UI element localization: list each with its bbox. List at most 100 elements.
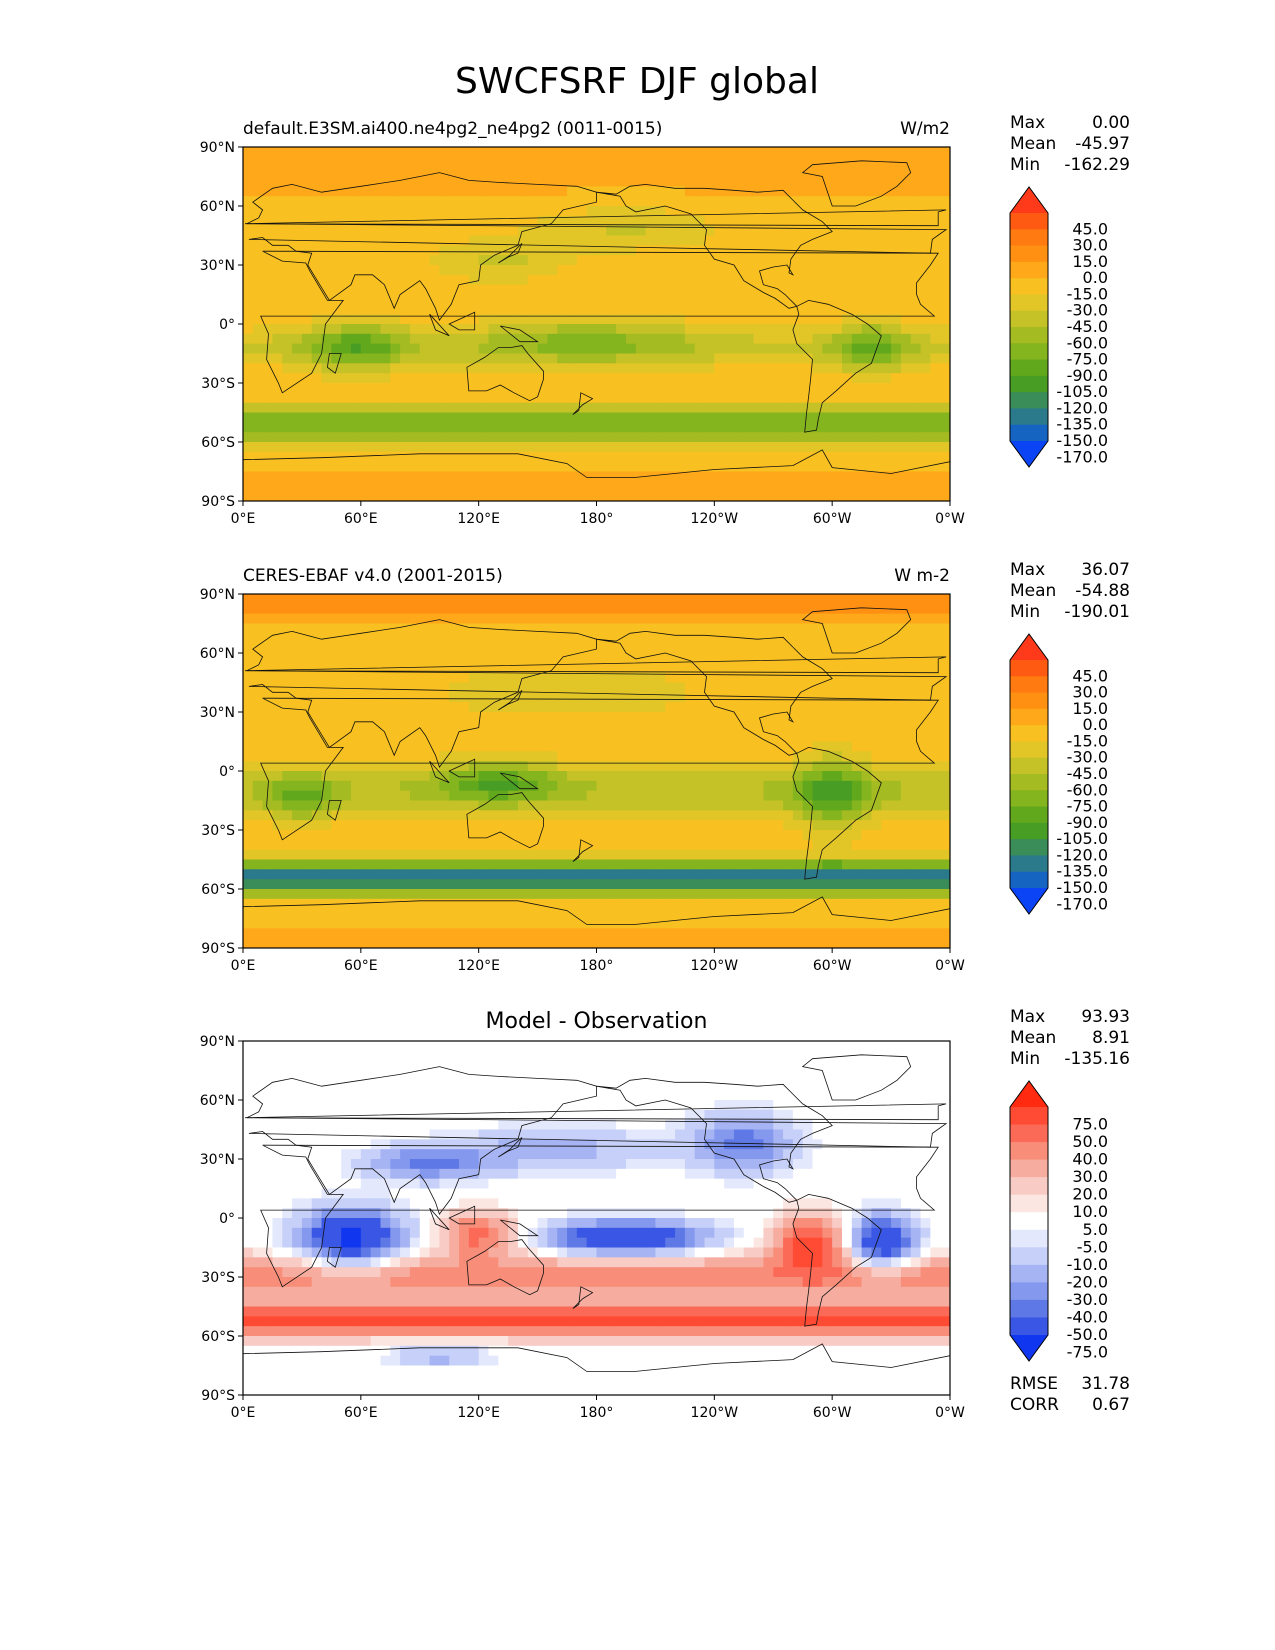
field-cell bbox=[773, 196, 784, 207]
field-cell bbox=[262, 265, 274, 276]
field-cell bbox=[675, 889, 686, 900]
field-cell bbox=[576, 672, 588, 684]
field-cell bbox=[910, 692, 922, 703]
field-cell bbox=[282, 206, 293, 217]
field-cell bbox=[468, 215, 480, 227]
field-cell bbox=[841, 491, 853, 501]
field-cell bbox=[351, 274, 362, 286]
field-cell bbox=[341, 215, 352, 227]
field-cell bbox=[321, 215, 332, 227]
field-cell bbox=[282, 235, 293, 246]
field-cell bbox=[527, 363, 539, 374]
field-cell bbox=[802, 594, 814, 605]
field-cell bbox=[311, 245, 323, 256]
field-cell bbox=[282, 461, 293, 473]
field-cell bbox=[488, 363, 499, 374]
field-cell bbox=[822, 672, 833, 684]
field-cell bbox=[773, 166, 784, 178]
field-cell bbox=[419, 333, 431, 345]
field-cell bbox=[351, 662, 362, 674]
field-cell bbox=[459, 771, 470, 782]
field-cell bbox=[606, 147, 617, 158]
field-cell bbox=[557, 682, 568, 693]
field-cell bbox=[321, 613, 332, 625]
field-cell bbox=[675, 166, 686, 178]
field-cell bbox=[390, 304, 401, 315]
field-cell bbox=[488, 274, 499, 286]
field-cell bbox=[851, 294, 863, 305]
field-cell bbox=[498, 265, 509, 276]
field-cell bbox=[400, 245, 411, 256]
field-cell bbox=[783, 810, 794, 821]
field-cell bbox=[449, 643, 460, 654]
field-cell bbox=[351, 471, 362, 482]
field-cell bbox=[459, 471, 470, 482]
field-cell bbox=[694, 898, 706, 910]
coastlines bbox=[243, 160, 950, 501]
field-cell bbox=[684, 731, 696, 743]
field-cell bbox=[508, 265, 519, 276]
field-cell bbox=[616, 820, 627, 831]
field-cell bbox=[753, 859, 765, 870]
field-cell bbox=[557, 594, 568, 605]
field-cell bbox=[409, 304, 421, 315]
field-cell bbox=[891, 594, 902, 605]
field-cell bbox=[360, 731, 372, 743]
field-cell bbox=[488, 790, 499, 802]
field-cell bbox=[900, 643, 912, 654]
field-cell bbox=[243, 633, 254, 644]
field-cell bbox=[272, 324, 283, 335]
field-cell bbox=[262, 215, 274, 227]
field-cell bbox=[635, 186, 647, 197]
field-cell bbox=[567, 255, 578, 266]
field-cell bbox=[527, 225, 539, 237]
field-cell bbox=[596, 225, 607, 237]
field-cell bbox=[252, 265, 264, 276]
field-cell bbox=[537, 643, 548, 654]
field-cell bbox=[606, 432, 617, 443]
field-cell bbox=[625, 721, 637, 733]
field-cell bbox=[694, 156, 706, 168]
field-cell bbox=[684, 643, 696, 654]
field-cell bbox=[851, 721, 863, 733]
field-cell bbox=[527, 196, 539, 207]
field-cell bbox=[331, 235, 342, 246]
field-cell bbox=[282, 353, 293, 364]
field-cell bbox=[704, 304, 715, 315]
field-cell bbox=[341, 186, 352, 197]
field-cell bbox=[252, 741, 264, 752]
field-cell bbox=[311, 653, 323, 664]
field-cell bbox=[881, 255, 892, 266]
field-cell bbox=[930, 412, 941, 423]
field-cell bbox=[380, 692, 391, 703]
field-cell bbox=[841, 235, 853, 246]
field-cell bbox=[665, 731, 676, 743]
field-cell bbox=[331, 314, 342, 325]
field-cell bbox=[596, 314, 607, 325]
field-cell bbox=[292, 373, 303, 384]
field-cell bbox=[252, 643, 264, 654]
field-cell bbox=[743, 147, 755, 158]
field-cell bbox=[557, 324, 568, 335]
field-cell bbox=[547, 215, 558, 227]
field-cell bbox=[459, 702, 470, 713]
field-cell bbox=[449, 702, 460, 713]
field-cell bbox=[783, 889, 794, 900]
field-cell bbox=[684, 206, 696, 217]
field-cell bbox=[527, 741, 539, 752]
field-cell bbox=[262, 353, 274, 364]
field-cell bbox=[616, 471, 627, 482]
field-cell bbox=[822, 820, 833, 831]
field-cell bbox=[645, 215, 657, 227]
field-cell bbox=[625, 810, 637, 821]
field-cell bbox=[675, 451, 686, 463]
field-cell bbox=[675, 672, 686, 684]
field-cell bbox=[851, 392, 863, 404]
field-cell bbox=[822, 324, 833, 335]
field-cell bbox=[567, 442, 578, 453]
field-cell bbox=[841, 225, 853, 237]
field-cell bbox=[409, 800, 421, 811]
field-cell bbox=[576, 623, 588, 634]
field-cell bbox=[390, 702, 401, 713]
field-cell bbox=[910, 383, 922, 394]
